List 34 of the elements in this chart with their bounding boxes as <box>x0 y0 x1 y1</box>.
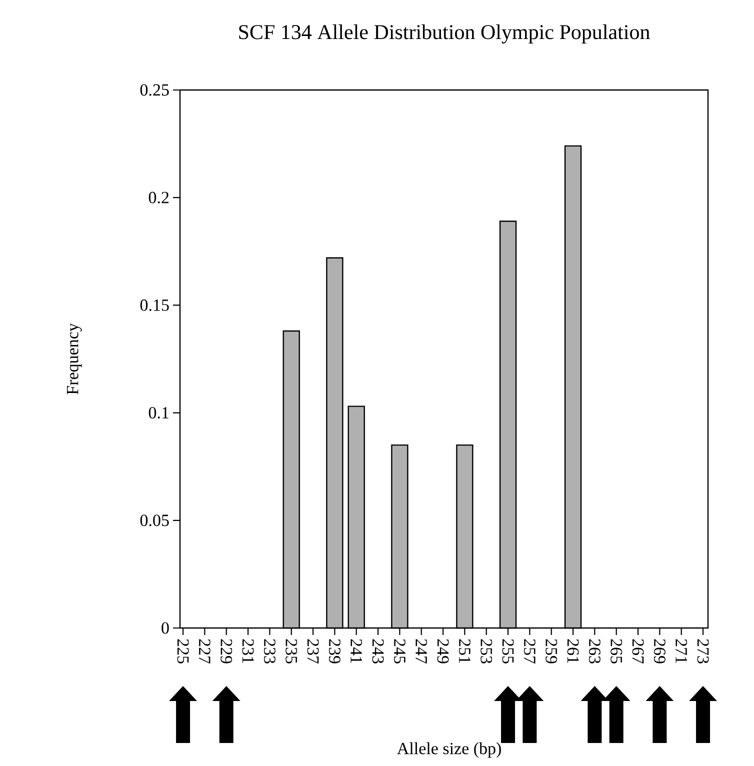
x-tick-label: 245 <box>394 639 406 664</box>
x-axis-title: Allele size (bp) <box>397 742 501 758</box>
x-tick-label: 241 <box>350 639 362 663</box>
y-tick-label: 0.1 <box>148 407 168 419</box>
y-tick-label: 0.25 <box>140 84 169 96</box>
x-tick-label: 269 <box>654 639 666 664</box>
x-tick-label: 237 <box>307 639 319 664</box>
x-tick-label: 247 <box>416 639 427 664</box>
x-tick-label: 249 <box>437 639 449 664</box>
x-tick-label: 225 <box>177 639 189 664</box>
x-tick-label: 259 <box>546 639 558 664</box>
x-tick-label: 233 <box>264 639 276 664</box>
x-tick-label: 273 <box>697 639 709 664</box>
y-tick-label: 0 <box>162 622 169 634</box>
x-tick-label: 271 <box>676 639 687 663</box>
x-tick-label: 229 <box>220 639 232 664</box>
x-tick-label: 263 <box>588 639 600 664</box>
x-tick-label: 257 <box>524 639 536 664</box>
y-axis-title: Frequency <box>67 323 82 394</box>
x-tick-label: 251 <box>458 639 470 663</box>
y-tick-label: 0.15 <box>140 299 169 311</box>
x-tick-label: 239 <box>328 639 340 664</box>
x-tick-label: 231 <box>242 639 254 663</box>
x-tick-label: 235 <box>286 639 298 664</box>
x-tick-label: 261 <box>567 639 579 663</box>
x-tick-label: 267 <box>632 639 644 664</box>
y-tick-label: 0.05 <box>140 514 169 526</box>
x-tick-label: 227 <box>199 639 210 664</box>
x-tick-label: 255 <box>502 639 514 664</box>
y-tick-label: 0.2 <box>148 192 169 204</box>
x-tick-label: 265 <box>610 639 622 664</box>
x-tick-label: 243 <box>372 639 384 664</box>
x-tick-label: 253 <box>480 639 492 664</box>
chart-title: SCF 134 Allele Distribution Olympic Population <box>239 24 650 44</box>
